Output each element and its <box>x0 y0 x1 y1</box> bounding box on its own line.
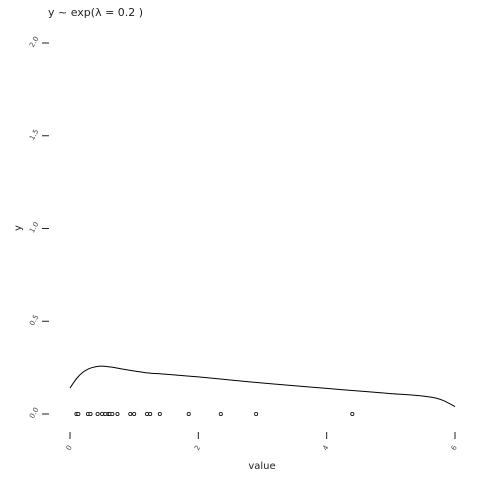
y-tick-label: 0.0 <box>28 406 40 420</box>
y-axis: 0.0 0.5 1.0 1.5 2.0 <box>28 35 49 420</box>
data-point <box>115 411 120 416</box>
data-point <box>254 411 259 416</box>
x-tick-label: 0 <box>65 444 74 452</box>
y-tick-label: 1.0 <box>28 221 40 235</box>
data-point <box>132 411 137 416</box>
chart-title: y ~ exp(λ = 0.2 ) <box>48 6 143 19</box>
y-tick-label: 0.5 <box>28 313 40 327</box>
data-point <box>100 411 105 416</box>
data-point <box>128 411 133 416</box>
data-point <box>95 411 100 416</box>
data-point <box>103 411 108 416</box>
x-tick-label: 2 <box>193 444 202 452</box>
data-point <box>186 411 191 416</box>
y-axis-label: y <box>13 225 24 231</box>
data-point <box>144 411 149 416</box>
y-tick-label: 1.5 <box>28 128 40 142</box>
x-axis: 0 2 4 6 <box>65 432 459 452</box>
data-point <box>76 411 81 416</box>
y-tick-label: 2.0 <box>28 35 40 49</box>
data-point <box>218 411 223 416</box>
x-tick-label: 4 <box>321 444 330 452</box>
data-point <box>350 411 355 416</box>
data-point <box>157 411 162 416</box>
x-tick-label: 6 <box>450 444 459 452</box>
density-curve <box>69 365 456 408</box>
data-point <box>88 411 93 416</box>
data-point <box>110 411 115 416</box>
x-axis-label: value <box>248 461 275 472</box>
data-point <box>148 411 153 416</box>
plot-area <box>69 365 456 416</box>
